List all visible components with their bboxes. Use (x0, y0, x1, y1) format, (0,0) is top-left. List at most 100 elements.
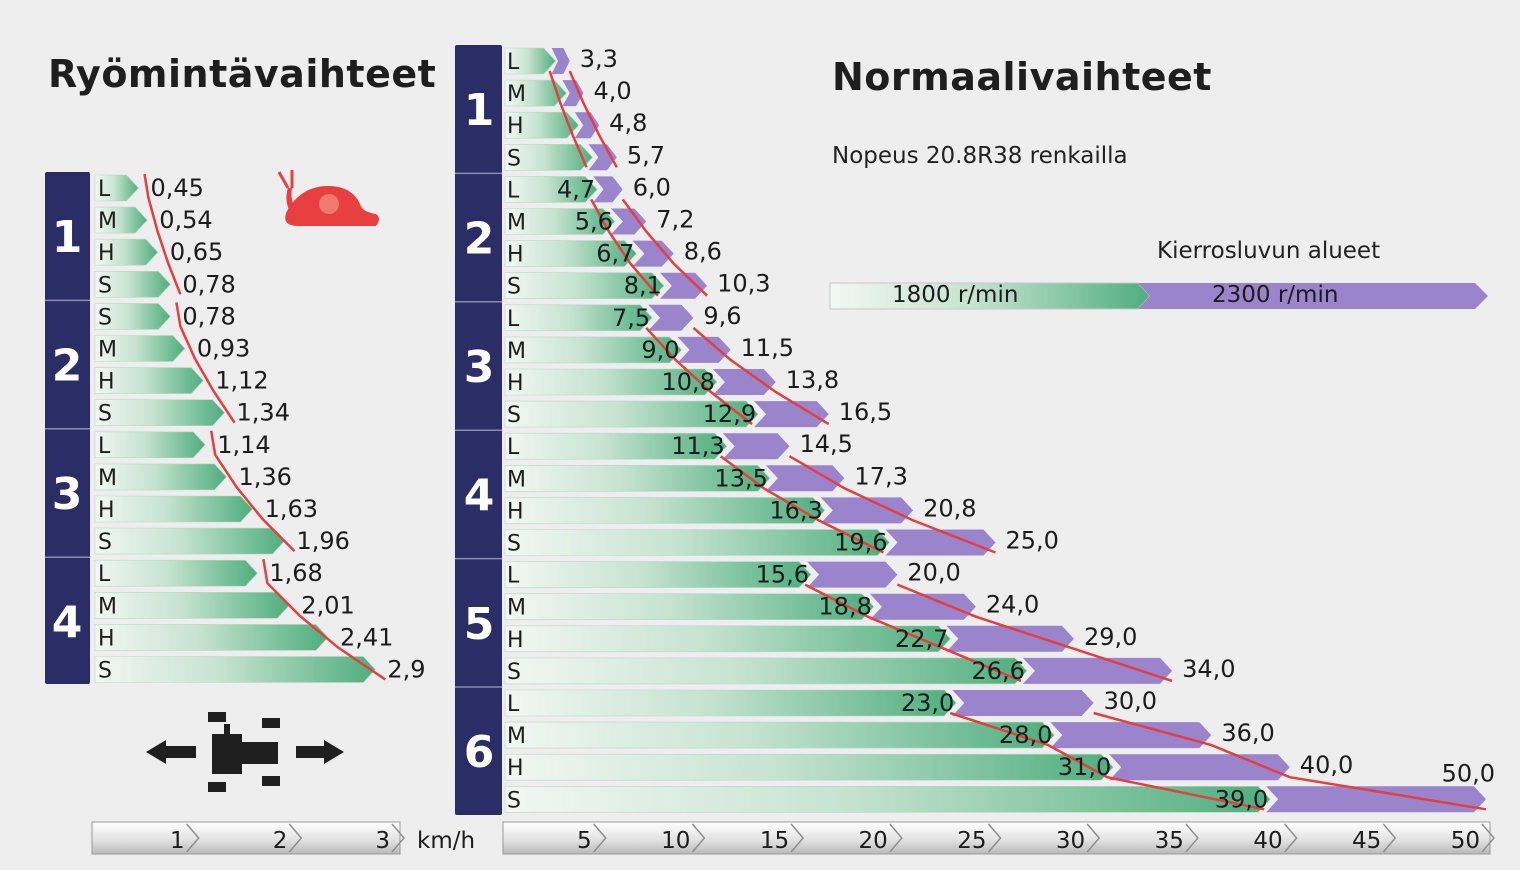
normal-axis-tick: 10 (661, 828, 690, 854)
normal-speed-1800-label: 28,0 (999, 721, 1052, 749)
normal-axis-chevron (889, 823, 903, 853)
normal-speed-2300-label: 4,8 (609, 109, 647, 137)
creep-range-label: L (98, 562, 111, 587)
normal-bar-1800 (504, 721, 1055, 749)
legend-title: Kierrosluvun alueet (1157, 238, 1381, 264)
creep-speed-label: 0,45 (151, 174, 204, 202)
creep-bar (94, 303, 171, 330)
normal-speed-2300-label: 20,8 (923, 494, 976, 522)
normal-bar-1800 (504, 111, 580, 139)
normal-speed-1800-label: 13,5 (714, 464, 767, 492)
normal-axis-bar (502, 821, 1491, 855)
normal-bar-1800 (504, 432, 728, 460)
normal-rpm-curve-2300 (568, 70, 618, 168)
normal-bar-1800 (504, 464, 771, 492)
normal-speed-2300-label: 6,0 (633, 173, 671, 201)
creep-axis-tick: 3 (375, 828, 390, 854)
snail-icon (277, 170, 379, 226)
speed-unit-label: km/h (417, 828, 475, 854)
creep-range-label: S (98, 530, 112, 555)
creep-gear-number: 1 (52, 212, 83, 263)
normal-axis-tick: 20 (859, 828, 888, 854)
normal-speed-1800-label: 5,6 (575, 208, 613, 236)
normal-speed-2300-label: 24,0 (986, 591, 1039, 619)
creep-axis-bar (91, 821, 401, 855)
normal-rpm-curve-2300 (621, 198, 708, 297)
normal-range-label: H (507, 371, 524, 396)
normal-gear-number: 3 (464, 342, 495, 393)
creep-speed-label: 2,01 (301, 591, 354, 619)
normal-gear-number: 4 (464, 470, 495, 521)
normal-bar-2300 (588, 144, 617, 171)
creep-bar (94, 624, 329, 651)
normal-speed-1800-label: 6,7 (596, 240, 634, 268)
creep-rpm-curve (262, 558, 387, 681)
creep-range-label: M (98, 338, 117, 363)
normal-speed-1800-label: 22,7 (895, 625, 948, 653)
creep-axis-chevron (186, 823, 200, 853)
normal-axis-tick: 30 (1056, 828, 1085, 854)
normal-bar-2300 (712, 369, 776, 395)
normal-speed-1800-label: 16,3 (769, 496, 822, 524)
creep-rpm-curve (175, 302, 236, 424)
normal-bar-2300 (551, 48, 570, 74)
normal-gear-number: 2 (464, 214, 495, 265)
creep-bar (94, 399, 225, 427)
normal-bar-2300 (1266, 786, 1486, 813)
normal-range-label: H (507, 243, 524, 268)
normal-bar-2300 (610, 208, 647, 235)
normal-gears-title: Normaalivaihteet (832, 55, 1212, 99)
normal-bar-1800 (504, 176, 598, 203)
normal-bar-2300 (946, 625, 1074, 652)
normal-range-label: L (507, 564, 520, 589)
creep-speed-label: 0,65 (170, 238, 223, 266)
creep-speed-label: 1,63 (265, 495, 318, 523)
normal-speed-1800-label: 26,6 (971, 657, 1024, 685)
normal-range-label: M (507, 724, 526, 749)
tyre-subtitle: Nopeus 20.8R38 renkailla (832, 143, 1128, 169)
creep-bar (94, 335, 186, 362)
normal-bar-1800 (504, 304, 653, 332)
normal-range-label: H (507, 499, 524, 524)
normal-bar-1800 (504, 144, 593, 171)
normal-speed-2300-label: 20,0 (907, 559, 960, 587)
normal-speed-2300-label: 14,5 (799, 430, 852, 458)
normal-axis-tick: 40 (1253, 828, 1282, 854)
normal-bar-2300 (754, 401, 829, 428)
normal-bar-2300 (722, 433, 790, 460)
creep-speed-label: 1,34 (237, 399, 290, 427)
normal-axis-chevron (593, 823, 607, 853)
creep-range-label: S (98, 659, 112, 684)
normal-bar-1800 (504, 529, 890, 556)
creep-bar (94, 591, 290, 619)
normal-bar-2300 (648, 304, 694, 331)
normal-bar-2300 (677, 336, 731, 363)
creep-bar (94, 656, 376, 683)
creep-bar (94, 206, 148, 234)
creep-range-label: S (98, 402, 112, 427)
normal-bar-1800 (504, 497, 826, 524)
normal-axis-chevron (1284, 823, 1298, 853)
creep-range-label: M (98, 466, 117, 491)
normal-bar-1800 (504, 240, 637, 267)
normal-range-label: H (507, 756, 524, 781)
normal-axis-chevron (1185, 823, 1199, 853)
normal-bar-1800 (504, 400, 759, 428)
normal-speed-2300-label: 13,8 (786, 366, 839, 394)
creep-range-label: M (98, 209, 117, 234)
normal-speed-2300-label: 4,0 (593, 77, 631, 105)
legend-label-1800: 1800 r/min (892, 282, 1019, 308)
normal-speed-2300-label: 34,0 (1182, 655, 1235, 683)
normal-range-label: L (507, 307, 520, 332)
creep-gear-number: 3 (52, 469, 83, 520)
normal-speed-2300-label: 11,5 (741, 334, 794, 362)
creep-gears-title: Ryömintävaihteet (48, 52, 437, 96)
normal-speed-2300-label: 5,7 (627, 141, 665, 169)
normal-speed-2300-label: 50,0 (1442, 759, 1495, 787)
normal-bar-1800 (504, 689, 957, 717)
normal-range-label: S (507, 532, 521, 557)
normal-bar-2300 (632, 240, 674, 267)
